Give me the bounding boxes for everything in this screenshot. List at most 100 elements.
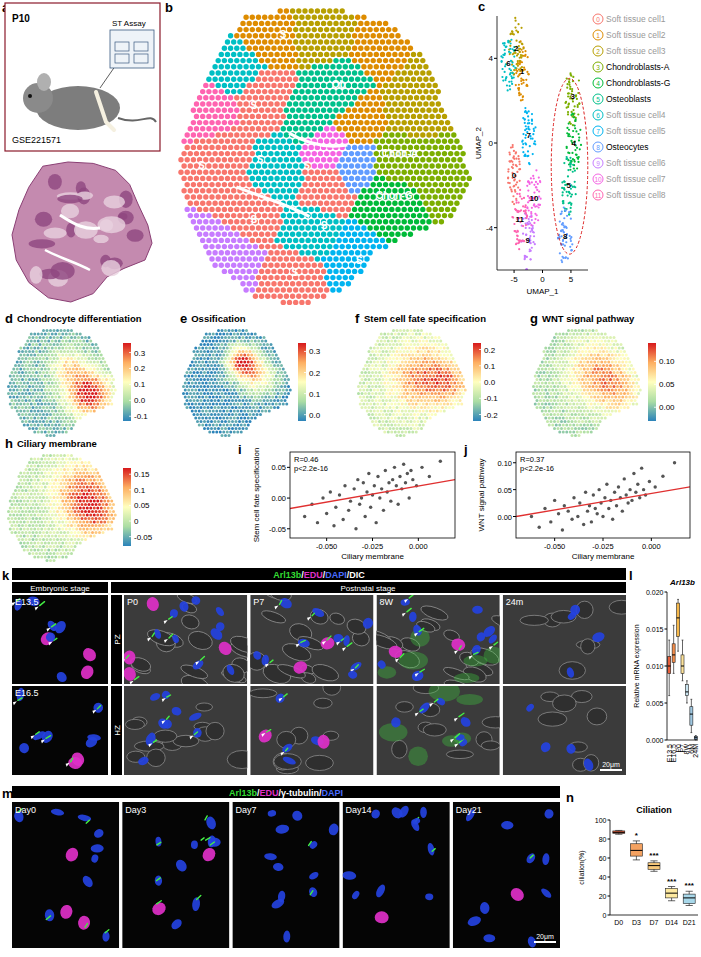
spot xyxy=(330,139,335,144)
spot xyxy=(250,27,255,32)
spot xyxy=(383,95,388,100)
spot xyxy=(305,27,310,32)
spot xyxy=(253,70,258,75)
spot xyxy=(454,201,459,206)
spot xyxy=(426,70,431,75)
spot xyxy=(274,188,279,193)
spot xyxy=(234,120,239,125)
spot xyxy=(333,256,338,261)
cell xyxy=(516,63,518,65)
spot xyxy=(243,163,248,168)
spot xyxy=(324,139,329,144)
spot xyxy=(377,232,382,237)
spot xyxy=(336,238,341,243)
cell xyxy=(574,124,576,126)
spot xyxy=(194,213,199,218)
spot xyxy=(293,64,298,69)
spot xyxy=(408,58,413,63)
spot xyxy=(389,219,394,224)
spot xyxy=(426,157,431,162)
spot xyxy=(309,33,314,38)
spot xyxy=(209,108,214,113)
spot xyxy=(433,145,438,150)
spot xyxy=(330,263,335,268)
spot xyxy=(371,95,376,100)
spot xyxy=(383,83,388,88)
spot xyxy=(333,33,338,38)
he-texture xyxy=(57,195,82,203)
spot xyxy=(302,269,307,274)
spot xyxy=(253,46,258,51)
spot xyxy=(268,163,273,168)
spot xyxy=(222,70,227,75)
spot xyxy=(392,139,397,144)
spot xyxy=(228,194,233,199)
spot xyxy=(383,70,388,75)
spot xyxy=(312,163,317,168)
cell xyxy=(521,42,523,44)
spot xyxy=(420,170,425,175)
cell xyxy=(579,148,581,150)
spot xyxy=(371,21,376,26)
spot xyxy=(271,58,276,63)
spot xyxy=(386,213,391,218)
spot xyxy=(343,64,348,69)
spot xyxy=(216,95,221,100)
spot xyxy=(222,58,227,63)
spot xyxy=(386,101,391,106)
spot xyxy=(274,139,279,144)
region-label: Chon-G xyxy=(376,190,413,201)
spot xyxy=(250,64,255,69)
cell xyxy=(574,170,576,172)
spot xyxy=(309,182,314,187)
spot xyxy=(259,58,264,63)
spot xyxy=(336,225,341,230)
spot xyxy=(340,182,345,187)
spot xyxy=(433,219,438,224)
spot xyxy=(330,27,335,32)
spot xyxy=(240,132,245,137)
cell xyxy=(517,53,519,55)
spot xyxy=(312,151,317,156)
spot xyxy=(318,126,323,131)
cell xyxy=(517,186,519,188)
spot xyxy=(312,263,317,268)
spot xyxy=(336,176,341,181)
spot xyxy=(212,77,217,82)
spot xyxy=(336,188,341,193)
spot xyxy=(287,213,292,218)
spot xyxy=(318,27,323,32)
spot xyxy=(330,101,335,106)
spot xyxy=(436,176,441,181)
spot xyxy=(200,139,205,144)
spot xyxy=(333,157,338,162)
spot xyxy=(423,77,428,82)
spot xyxy=(237,238,242,243)
cell xyxy=(515,84,517,86)
spot xyxy=(364,21,369,26)
spot xyxy=(265,95,270,100)
spot xyxy=(374,201,379,206)
spot xyxy=(361,225,366,230)
spot xyxy=(219,188,224,193)
spot xyxy=(234,232,239,237)
spot xyxy=(225,101,230,106)
spot xyxy=(185,207,190,212)
spot xyxy=(225,52,230,57)
spot xyxy=(315,244,320,249)
spot xyxy=(417,188,422,193)
spot xyxy=(364,182,369,187)
spot xyxy=(259,182,264,187)
spot xyxy=(178,170,183,175)
spot xyxy=(231,188,236,193)
spot xyxy=(383,58,388,63)
spot xyxy=(256,263,261,268)
spot xyxy=(200,225,205,230)
spot xyxy=(358,244,363,249)
spot xyxy=(240,281,245,286)
spot xyxy=(374,126,379,131)
spot xyxy=(315,207,320,212)
spot xyxy=(374,225,379,230)
cell xyxy=(519,163,521,165)
spot xyxy=(371,83,376,88)
